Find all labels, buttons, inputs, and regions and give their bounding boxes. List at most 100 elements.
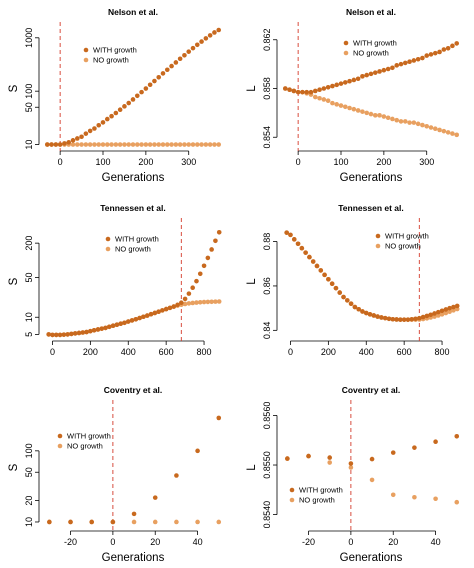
data-point-no-growth	[164, 142, 170, 147]
data-point-with-growth	[118, 321, 123, 327]
y-tick-label: 0.862	[262, 28, 272, 51]
data-point-with-growth	[282, 86, 288, 91]
data-point-with-growth	[348, 301, 354, 307]
data-point-with-growth	[312, 88, 318, 94]
data-point-no-growth	[156, 142, 162, 147]
data-point-no-growth	[454, 132, 460, 138]
data-point-no-growth	[407, 120, 412, 125]
x-axis-label: Generations	[102, 552, 165, 564]
x-tick-label: -20	[302, 537, 315, 547]
data-point-no-growth	[83, 142, 89, 147]
data-point-no-growth	[338, 103, 344, 108]
data-point-no-growth	[160, 142, 166, 147]
data-point-no-growth	[372, 113, 378, 118]
data-point-with-growth	[88, 328, 93, 334]
chart-title: Tennessen et al.	[338, 203, 404, 213]
legend-label-with-growth: WITH growth	[115, 235, 159, 244]
data-point-with-growth	[441, 47, 447, 52]
data-point-no-growth	[203, 142, 209, 147]
data-point-no-growth	[213, 299, 218, 304]
data-point-with-growth	[424, 53, 430, 58]
data-point-with-growth	[96, 122, 102, 128]
chart-panel-6: Coventry et al. -20 0 20 40 0.8540 0.8550 0.856…	[246, 385, 460, 564]
data-point-with-growth	[114, 322, 120, 327]
data-point-no-growth	[360, 109, 365, 114]
y-tick-label: 100	[24, 84, 34, 99]
data-point-no-growth	[147, 142, 153, 147]
data-point-with-growth	[381, 67, 387, 73]
data-point-no-growth	[385, 115, 391, 121]
data-point-no-growth	[348, 465, 354, 470]
data-point-with-growth	[318, 268, 324, 273]
data-point-no-growth	[194, 142, 200, 147]
data-point-with-growth	[405, 317, 411, 322]
data-point-no-growth	[186, 142, 192, 147]
data-point-with-growth	[330, 83, 335, 89]
data-point-with-growth	[156, 74, 162, 80]
data-point-no-growth	[92, 142, 97, 147]
data-point-no-growth	[355, 108, 361, 113]
data-point-with-growth	[412, 445, 417, 450]
legend-marker-no-growth	[375, 243, 381, 249]
data-point-with-growth	[209, 247, 214, 252]
data-point-with-growth	[375, 314, 380, 319]
data-point-no-growth	[368, 111, 374, 117]
legend-marker-no-growth	[343, 50, 349, 56]
data-point-with-growth	[83, 131, 89, 136]
y-tick-label: 50	[24, 272, 34, 282]
legend-marker-no-growth	[105, 246, 111, 252]
data-point-with-growth	[95, 327, 101, 332]
legend-marker-with-growth	[343, 40, 349, 46]
data-point-no-growth	[194, 300, 199, 305]
data-point-with-growth	[113, 110, 119, 116]
data-point-with-growth	[74, 136, 80, 141]
chart-panel-2: Nelson et al. 0 100 200 300 0.854 0.858 0.862 Ge…	[246, 7, 460, 184]
data-point-no-growth	[152, 142, 157, 147]
y-tick-label: 0.8550	[262, 451, 272, 479]
data-point-no-growth	[209, 299, 214, 305]
data-point-with-growth	[133, 317, 139, 322]
data-point-with-growth	[141, 314, 146, 320]
data-point-with-growth	[360, 309, 365, 314]
data-point-with-growth	[110, 519, 116, 525]
y-tick-label: 0.84	[262, 322, 272, 340]
data-point-no-growth	[433, 496, 438, 502]
data-point-with-growth	[182, 53, 187, 58]
data-point-with-growth	[117, 107, 123, 112]
data-point-no-growth	[79, 142, 84, 147]
data-point-with-growth	[207, 33, 213, 38]
data-point-with-growth	[445, 45, 451, 51]
y-axis-label: S	[8, 463, 20, 471]
data-point-with-growth	[182, 296, 188, 302]
data-point-no-growth	[390, 492, 396, 498]
data-point-no-growth	[443, 310, 449, 316]
data-point-with-growth	[382, 315, 388, 321]
data-point-with-growth	[288, 232, 293, 238]
data-point-with-growth	[304, 89, 310, 95]
y-tick-label: 0.858	[262, 77, 272, 100]
data-point-with-growth	[109, 113, 114, 119]
data-point-no-growth	[212, 142, 217, 147]
data-point-no-growth	[134, 142, 140, 147]
data-point-with-growth	[287, 87, 292, 93]
data-point-no-growth	[117, 142, 123, 147]
data-point-with-growth	[177, 56, 183, 62]
data-point-no-growth	[96, 142, 102, 147]
data-point-no-growth	[327, 460, 333, 465]
legend-label-no-growth: NO growth	[67, 442, 103, 451]
data-point-with-growth	[110, 323, 116, 329]
data-point-with-growth	[69, 331, 74, 337]
data-point-with-growth	[317, 87, 322, 93]
data-point-with-growth	[291, 237, 297, 242]
data-point-with-growth	[49, 142, 54, 147]
data-point-with-growth	[322, 272, 327, 278]
data-point-with-growth	[306, 453, 311, 459]
data-point-with-growth	[216, 230, 222, 235]
data-point-with-growth	[401, 317, 407, 322]
x-tick-label: 300	[181, 157, 196, 167]
data-point-with-growth	[76, 330, 82, 336]
legend-marker-with-growth	[289, 487, 295, 493]
data-point-with-growth	[53, 142, 59, 147]
